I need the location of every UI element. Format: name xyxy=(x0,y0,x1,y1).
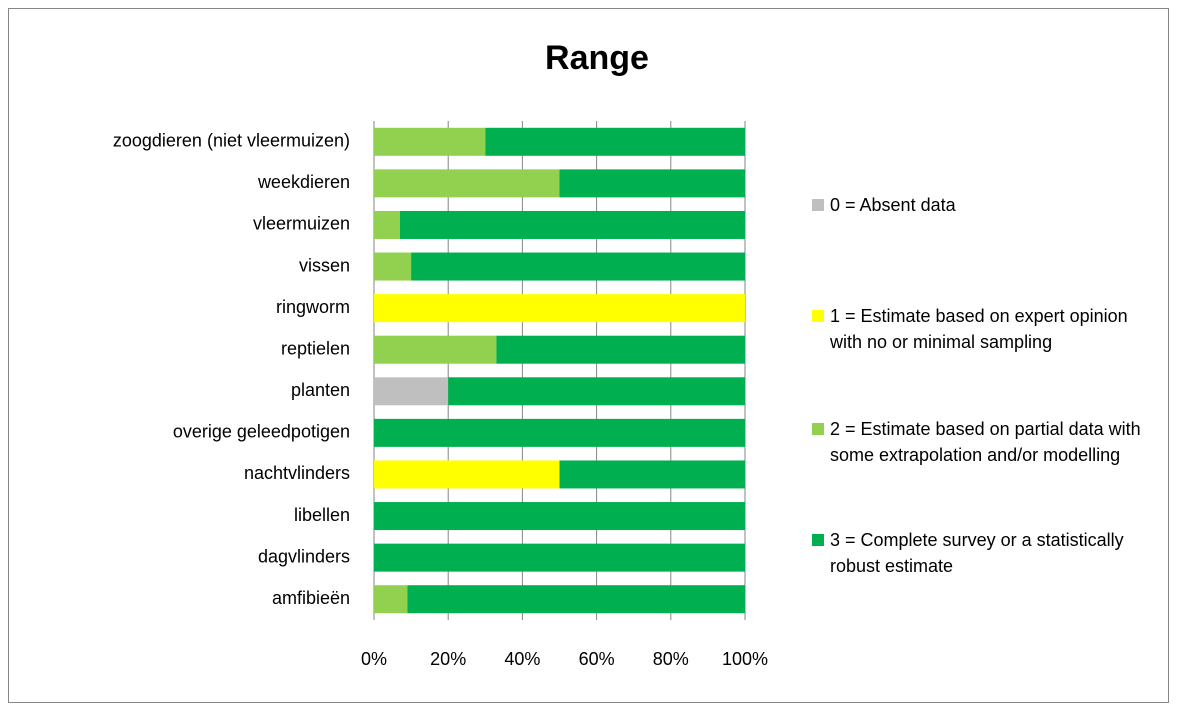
legend-label: 3 = Complete survey or a statistically r… xyxy=(830,530,1124,576)
bar-segment xyxy=(374,252,412,281)
legend-swatch xyxy=(812,423,824,435)
bar-segment xyxy=(374,127,486,156)
y-tick-label: vleermuizen xyxy=(253,214,350,234)
bar-segment xyxy=(496,335,745,364)
y-tick-label: ringworm xyxy=(276,297,350,317)
bar-segment xyxy=(399,210,745,239)
bar-segment xyxy=(448,377,745,406)
chart-title: Range xyxy=(545,39,649,77)
legend-swatch xyxy=(812,199,824,211)
x-tick-label: 40% xyxy=(504,649,540,669)
x-tick-label: 80% xyxy=(653,649,689,669)
bar-segment xyxy=(374,169,560,198)
y-tick-label: amfibieën xyxy=(272,588,350,608)
legend-item: 2 = Estimate based on partial data with … xyxy=(812,416,1162,468)
bar-segment xyxy=(374,585,408,614)
y-tick-label: libellen xyxy=(294,505,350,525)
legend-item: 1 = Estimate based on expert opinion wit… xyxy=(812,303,1162,355)
y-tick-label: nachtvlinders xyxy=(244,463,350,483)
x-tick-label: 60% xyxy=(579,649,615,669)
bar-segment xyxy=(485,127,745,156)
bar-segment xyxy=(411,252,745,281)
y-tick-label: reptielen xyxy=(281,338,350,358)
y-tick-label: planten xyxy=(291,380,350,400)
x-tick-label: 0% xyxy=(361,649,387,669)
legend-item: 0 = Absent data xyxy=(812,192,956,218)
bar-segment xyxy=(374,210,400,239)
legend-swatch xyxy=(812,534,824,546)
x-tick-label: 100% xyxy=(722,649,768,669)
y-tick-label: overige geleedpotigen xyxy=(173,422,350,442)
y-tick-label: vissen xyxy=(299,255,350,275)
legend-item: 3 = Complete survey or a statistically r… xyxy=(812,527,1162,579)
bar-segment xyxy=(374,418,745,447)
bar-segment xyxy=(374,543,745,572)
bar-segment xyxy=(374,377,449,406)
legend-swatch xyxy=(812,310,824,322)
bar-segment xyxy=(374,294,745,323)
legend-label: 1 = Estimate based on expert opinion wit… xyxy=(830,306,1128,352)
legend-label: 0 = Absent data xyxy=(830,195,956,215)
x-tick-label: 20% xyxy=(430,649,466,669)
y-tick-label: zoogdieren (niet vleermuizen) xyxy=(113,131,350,151)
y-tick-label: dagvlinders xyxy=(258,546,350,566)
bar-segment xyxy=(374,502,745,531)
bar-segment xyxy=(559,169,745,198)
legend-label: 2 = Estimate based on partial data with … xyxy=(830,419,1141,465)
bar-segment xyxy=(407,585,745,614)
bar-segment xyxy=(374,460,560,489)
bar-segment xyxy=(559,460,745,489)
bar-segment xyxy=(374,335,497,364)
y-tick-label: weekdieren xyxy=(257,172,350,192)
